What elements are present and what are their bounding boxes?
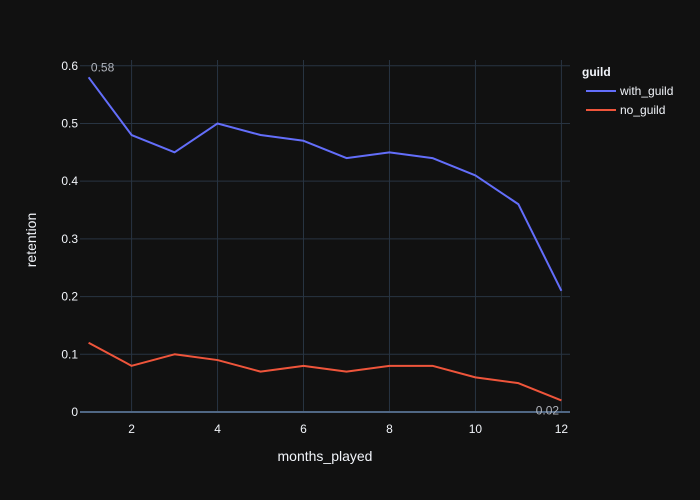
y-tick-label: 0.3	[61, 232, 78, 246]
y-tick-label: 0	[71, 405, 78, 419]
y-tick-label: 0.6	[61, 59, 78, 73]
legend-item-with-guild[interactable]: with_guild	[586, 84, 673, 98]
data-label: 0.02	[536, 403, 560, 417]
x-tick-label: 2	[128, 422, 135, 436]
legend-item-no-guild[interactable]: no_guild	[586, 103, 665, 117]
legend-label-with-guild: with_guild	[619, 84, 673, 98]
y-tick-label: 0.4	[61, 174, 78, 188]
y-tick-label: 0.1	[61, 347, 78, 361]
grid-lines	[80, 60, 570, 413]
series-line-with-guild[interactable]	[87, 76, 563, 292]
x-axis-title: months_played	[278, 448, 373, 464]
data-label: 0.58	[91, 60, 115, 74]
series-line-no-guild[interactable]	[88, 341, 562, 402]
legend-title: guild	[582, 65, 611, 79]
x-tick-label: 12	[555, 422, 569, 436]
data-annotations: 0.58 0.02	[91, 60, 559, 417]
x-tick-label: 4	[214, 422, 221, 436]
series-lines	[87, 76, 563, 402]
y-axis-title: retention	[23, 213, 39, 267]
x-tick-label: 8	[386, 422, 393, 436]
x-tick-label: 10	[469, 422, 483, 436]
x-tick-label: 6	[300, 422, 307, 436]
tick-labels: 2 4 6 8 10 12 0 0.1 0.2 0.3 0.4 0.5 0.6	[61, 59, 568, 436]
legend: guild with_guild no_guild	[582, 65, 673, 117]
legend-label-no-guild: no_guild	[620, 103, 665, 117]
y-tick-label: 0.2	[61, 290, 78, 304]
y-tick-label: 0.5	[61, 116, 78, 130]
